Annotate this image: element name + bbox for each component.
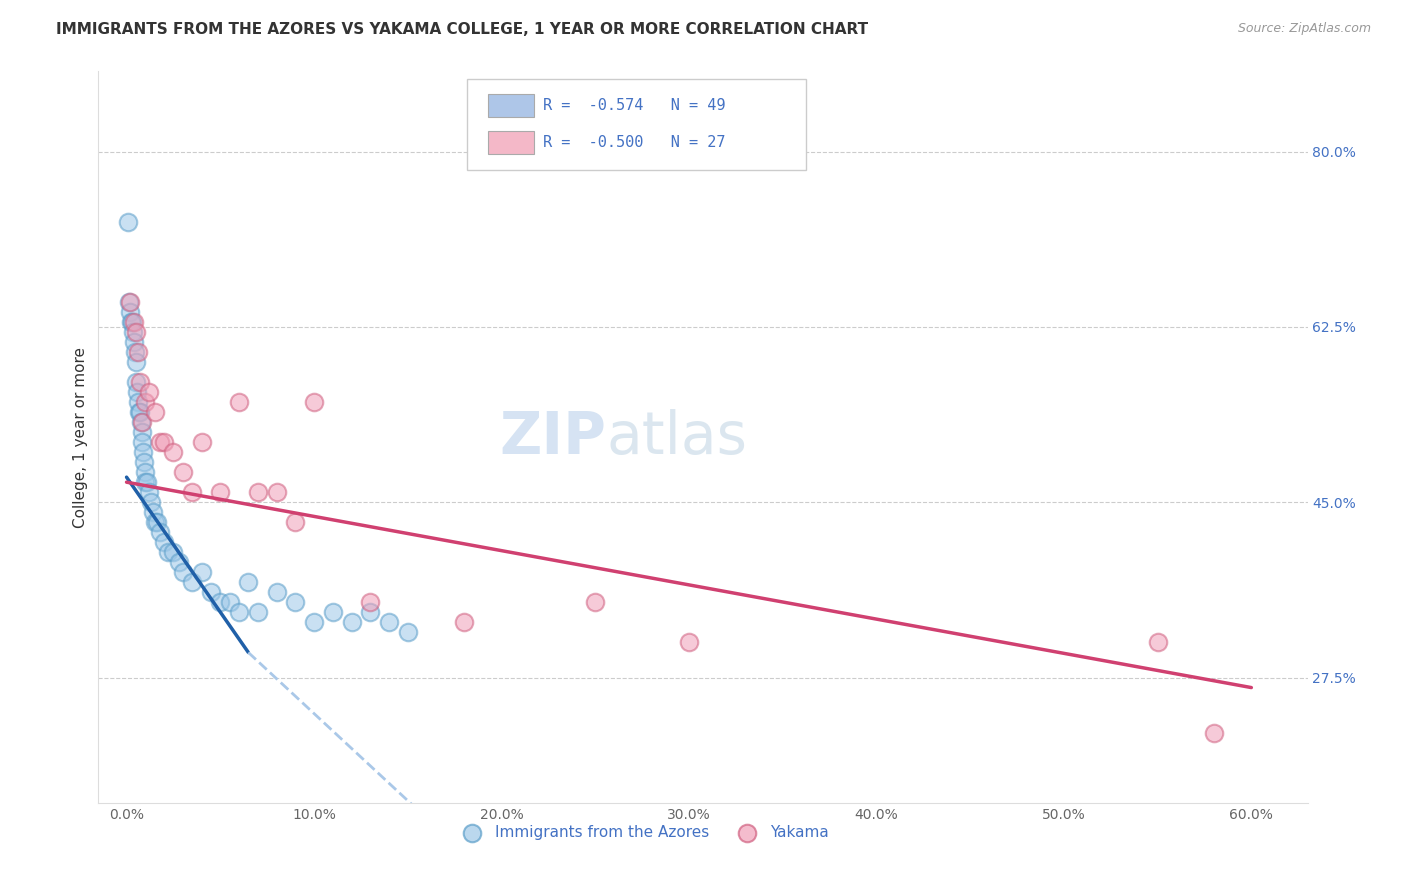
Point [149, 435, 172, 450]
Point [162, 445, 184, 459]
Text: R =  -0.500   N = 27: R = -0.500 N = 27 [543, 135, 725, 150]
Point [1146, 635, 1168, 649]
Text: IMMIGRANTS FROM THE AZORES VS YAKAMA COLLEGE, 1 YEAR OR MORE CORRELATION CHART: IMMIGRANTS FROM THE AZORES VS YAKAMA COL… [56, 22, 869, 37]
Point [266, 485, 288, 500]
Point [138, 384, 160, 399]
Point [284, 595, 307, 609]
Point [453, 615, 475, 630]
Point [238, 575, 260, 590]
Point [134, 475, 156, 490]
Point [181, 575, 204, 590]
Text: ZIP: ZIP [499, 409, 606, 466]
Point [120, 315, 142, 329]
Point [128, 405, 150, 419]
Point [134, 465, 156, 479]
Point [266, 585, 288, 599]
Text: R =  -0.574   N = 49: R = -0.574 N = 49 [543, 98, 725, 113]
Point [142, 505, 165, 519]
Point [1202, 725, 1225, 739]
Point [322, 606, 344, 620]
Point [302, 615, 325, 630]
Point [378, 615, 401, 630]
Point [121, 315, 143, 329]
Point [124, 345, 146, 359]
Point [127, 395, 149, 409]
Point [117, 214, 139, 228]
FancyBboxPatch shape [488, 130, 534, 154]
Point [125, 325, 148, 339]
Point [149, 525, 172, 540]
Point [228, 395, 250, 409]
Legend: Immigrants from the Azores, Yakama: Immigrants from the Azores, Yakama [450, 819, 835, 847]
Point [132, 445, 155, 459]
Point [129, 415, 152, 429]
Point [143, 515, 166, 529]
Point [143, 405, 166, 419]
Point [190, 566, 212, 580]
Point [128, 375, 150, 389]
Point [678, 635, 700, 649]
Point [172, 566, 194, 580]
Point [162, 545, 184, 559]
Point [181, 485, 204, 500]
Point [125, 384, 148, 399]
Point [125, 375, 148, 389]
Point [120, 305, 142, 319]
Point [118, 294, 141, 309]
Text: Source: ZipAtlas.com: Source: ZipAtlas.com [1237, 22, 1371, 36]
FancyBboxPatch shape [488, 94, 534, 118]
Point [125, 355, 148, 369]
Point [136, 475, 159, 490]
Point [131, 425, 153, 439]
Point [122, 315, 145, 329]
Point [396, 625, 419, 640]
Point [153, 435, 176, 450]
Y-axis label: College, 1 year or more: College, 1 year or more [73, 347, 89, 527]
Point [583, 595, 606, 609]
Point [209, 595, 232, 609]
Point [359, 606, 381, 620]
Point [127, 345, 149, 359]
Point [167, 555, 190, 569]
Point [246, 606, 269, 620]
Point [128, 405, 150, 419]
Point [153, 535, 176, 549]
Point [134, 395, 156, 409]
Point [131, 435, 153, 450]
Point [359, 595, 381, 609]
Point [131, 415, 153, 429]
Point [200, 585, 222, 599]
Point [120, 294, 142, 309]
Point [340, 615, 363, 630]
Point [145, 515, 167, 529]
Point [209, 485, 232, 500]
Point [122, 325, 145, 339]
Point [138, 485, 160, 500]
Point [190, 435, 212, 450]
Point [218, 595, 240, 609]
Point [139, 495, 162, 509]
Point [302, 395, 325, 409]
Point [284, 515, 307, 529]
Point [172, 465, 194, 479]
FancyBboxPatch shape [467, 78, 806, 170]
Text: atlas: atlas [606, 409, 747, 466]
Point [122, 334, 145, 349]
Point [134, 455, 156, 469]
Point [246, 485, 269, 500]
Point [228, 606, 250, 620]
Point [156, 545, 179, 559]
